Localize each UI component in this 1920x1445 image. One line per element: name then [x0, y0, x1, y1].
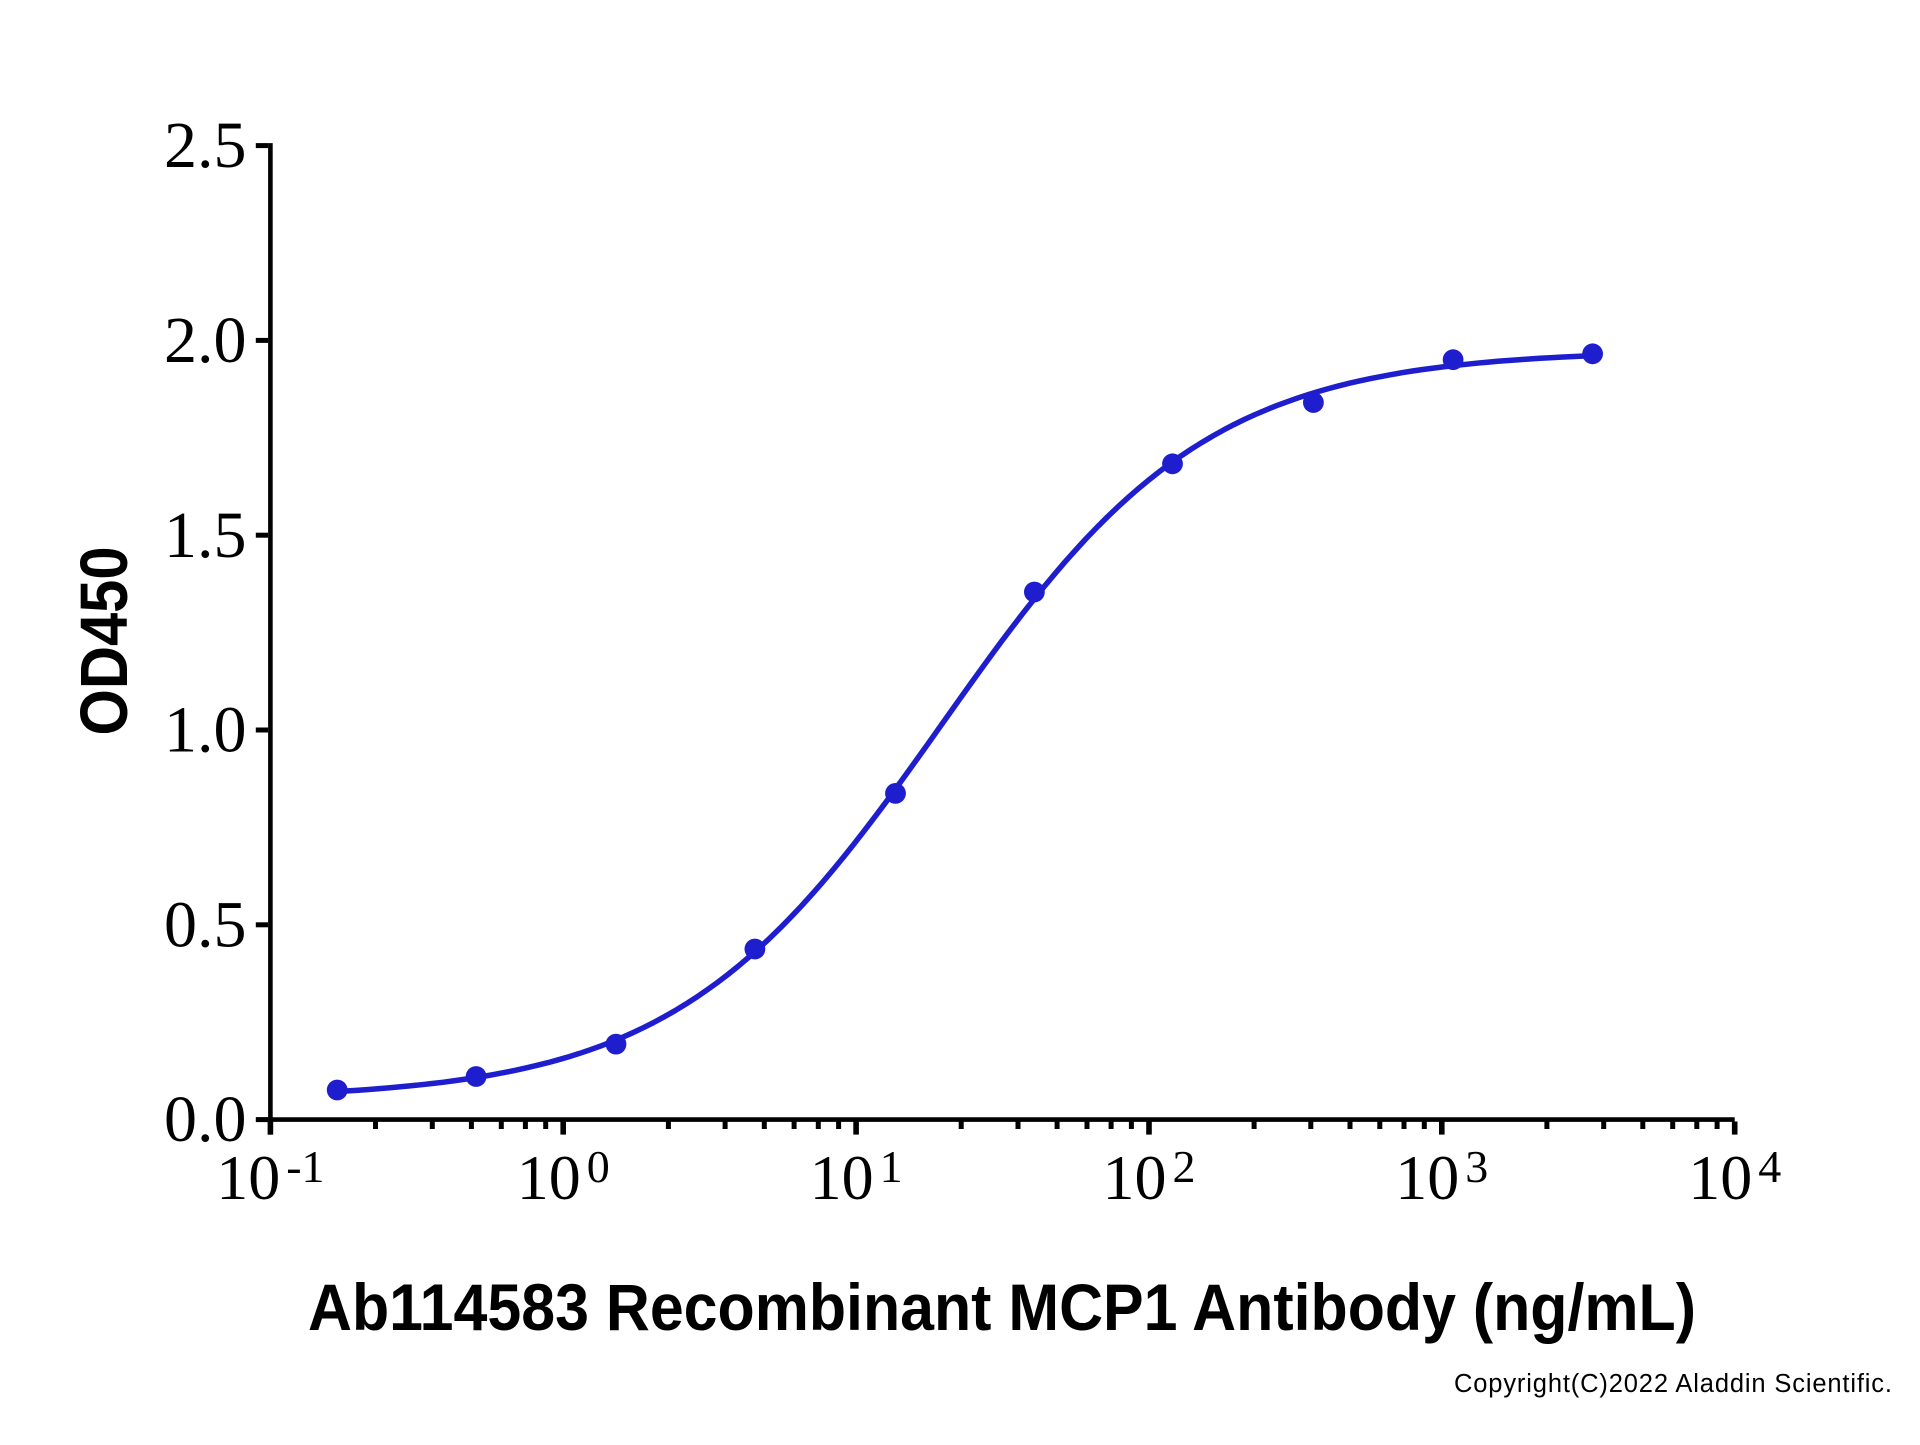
svg-text:2.0: 2.0 — [164, 304, 247, 377]
svg-text:10-1: 10 -1 — [216, 1141, 324, 1213]
svg-text:0.5: 0.5 — [164, 888, 247, 961]
svg-text:100: 10 0 — [517, 1141, 610, 1213]
svg-text:Ab114583 Recombinant MCP1 Anti: Ab114583 Recombinant MCP1 Antibody (ng/m… — [308, 1270, 1696, 1344]
svg-text:0.0: 0.0 — [164, 1083, 247, 1156]
svg-text:2.5: 2.5 — [164, 109, 247, 182]
svg-text:Copyright(C)2022 Aladdin Scien: Copyright(C)2022 Aladdin Scientific. — [1454, 1370, 1892, 1398]
svg-text:1.5: 1.5 — [164, 499, 247, 572]
svg-text:1.0: 1.0 — [164, 694, 247, 767]
svg-text:OD450: OD450 — [67, 547, 142, 736]
